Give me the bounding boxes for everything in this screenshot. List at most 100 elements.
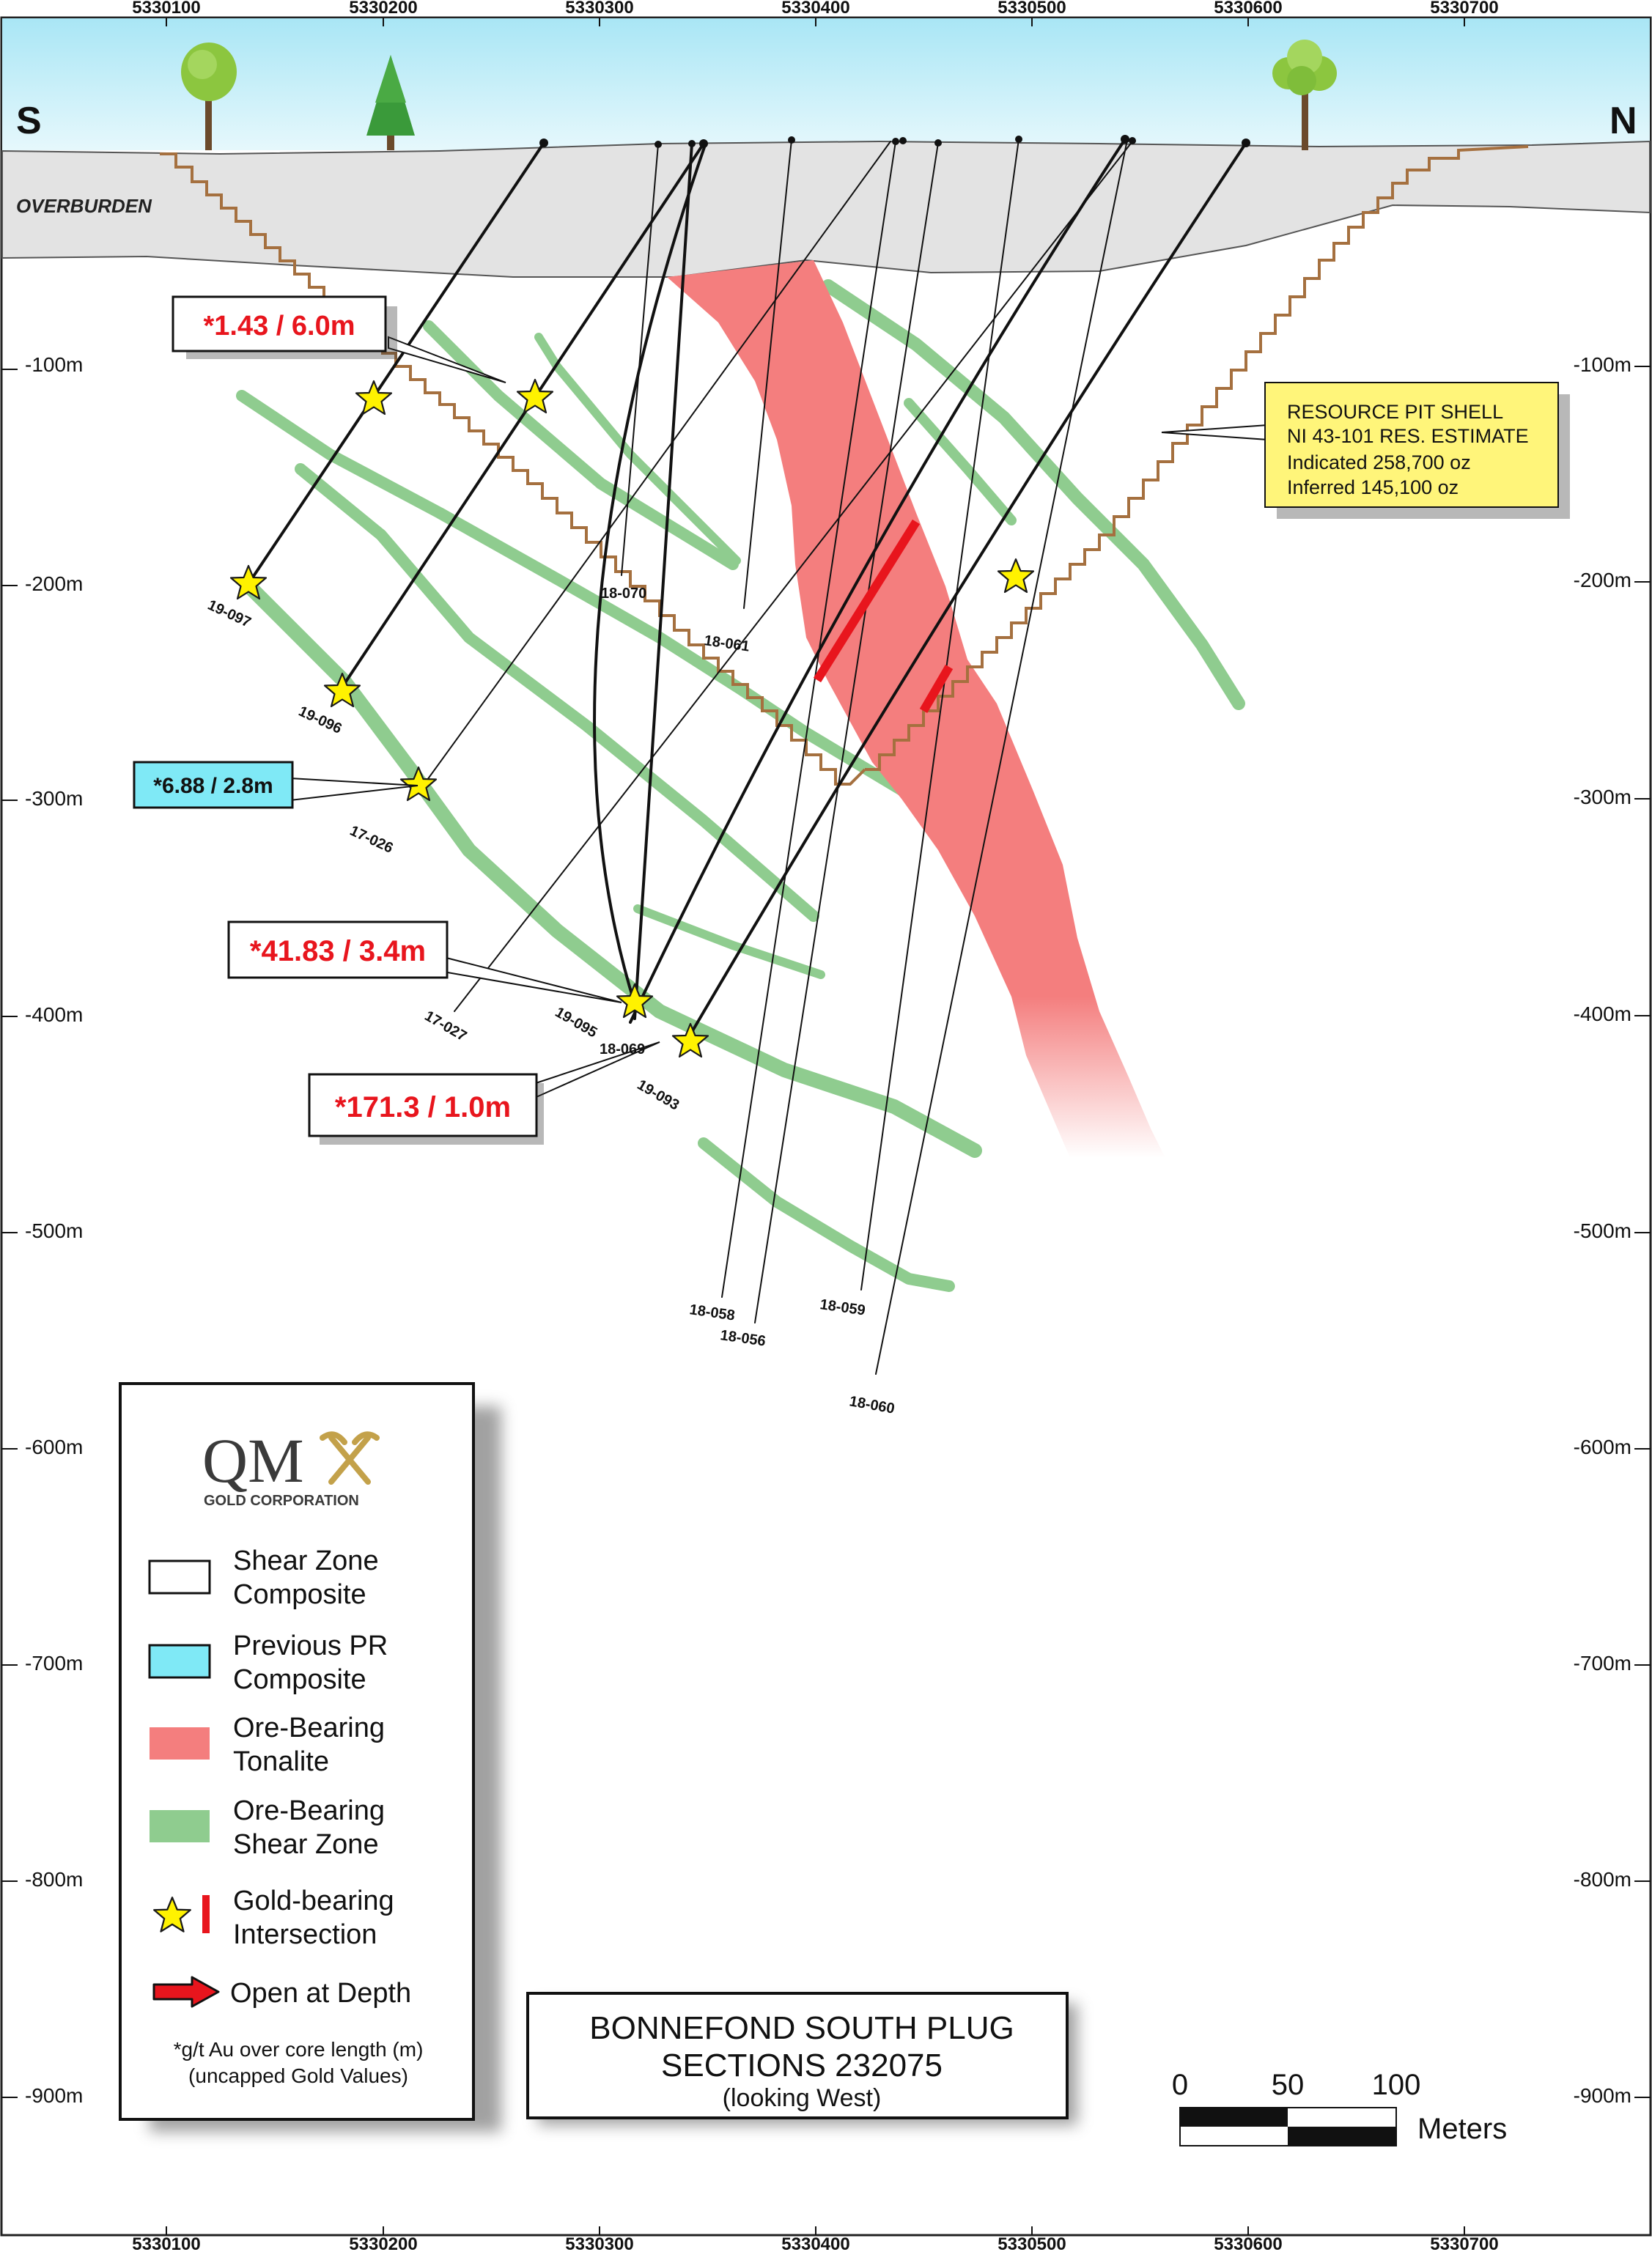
drill-hole-19-095 — [593, 144, 707, 1005]
drill-hole-18-059 — [860, 139, 1019, 1291]
drill-hole-17-027 — [454, 141, 1133, 1012]
scale-bar: 0 50 100 Meters — [1172, 2069, 1507, 2146]
depth-label: -200m — [25, 572, 83, 595]
depth-label: -700m — [25, 1652, 83, 1675]
easting-label: 5330200 — [349, 0, 417, 18]
title-line-3: (looking West) — [723, 2084, 882, 2112]
legend-label: Composite — [233, 1579, 366, 1610]
resource-line-2: NI 43-101 RES. ESTIMATE — [1287, 425, 1529, 447]
shear-zone-band — [904, 398, 1017, 525]
easting-axis-top: 5330100 5330200 5330300 5330400 5330500 … — [132, 0, 1499, 26]
drill-hole-18-056 — [754, 142, 939, 1323]
depth-label: -100m — [1574, 353, 1631, 376]
depth-label: -100m — [25, 353, 83, 376]
callout-1-text: *1.43 / 6.0m — [203, 311, 355, 342]
resource-line-4: Inferred 145,100 oz — [1287, 476, 1459, 498]
scale-unit: Meters — [1417, 2113, 1507, 2145]
shear-zone-band — [534, 333, 741, 565]
drill-hole-18-070 — [621, 144, 659, 576]
scale-label-100: 100 — [1372, 2069, 1421, 2101]
easting-label: 5330400 — [781, 0, 849, 18]
easting-label: 5330500 — [998, 0, 1066, 18]
easting-label: 5330600 — [1214, 2234, 1282, 2252]
depth-label: -600m — [25, 1436, 83, 1458]
depth-label: -200m — [1574, 569, 1631, 591]
scale-label-50: 50 — [1272, 2069, 1305, 2101]
depth-label: -900m — [1574, 2084, 1631, 2107]
depth-label: -900m — [25, 2084, 83, 2107]
drill-hole-18-061 — [743, 139, 792, 609]
overburden-label: OVERBURDEN — [16, 195, 152, 217]
legend-note: *g/t Au over core length (m) — [174, 2038, 424, 2061]
legend: QM GOLD CORPORATION Shear Zone Composite… — [119, 1382, 501, 2132]
easting-label: 5330500 — [998, 2234, 1066, 2252]
legend-label: Tonalite — [233, 1746, 329, 1777]
legend-label: Shear Zone — [233, 1829, 379, 1860]
tree-icon-north — [1272, 40, 1337, 150]
title-line-1: BONNEFOND SOUTH PLUG — [589, 2010, 1014, 2046]
easting-axis-bottom: 5330100 5330200 5330300 5330400 5330500 … — [132, 2226, 1499, 2252]
hole-label: 18-070 — [601, 586, 646, 602]
title-line-2: SECTIONS 232075 — [661, 2048, 943, 2083]
easting-label: 5330700 — [1430, 0, 1498, 18]
easting-label: 5330100 — [132, 0, 200, 18]
resource-line-1: RESOURCE PIT SHELL — [1287, 401, 1503, 423]
drill-hole-18-069 — [633, 142, 693, 1020]
legend-label: Previous PR — [233, 1631, 388, 1661]
callout-2: *6.88 / 2.8m — [133, 761, 294, 809]
legend-label: Ore-Bearing — [233, 1713, 385, 1743]
drill-hole-19-093 — [687, 141, 1247, 1038]
legend-label: Open at Depth — [230, 1978, 411, 2009]
scale-label-0: 0 — [1172, 2069, 1188, 2101]
pickaxe-logo-icon — [320, 1431, 380, 1485]
depth-label: -800m — [1574, 1868, 1631, 1891]
shear-zone-band — [698, 1137, 955, 1292]
drill-hole-18-058 — [721, 141, 896, 1298]
easting-label: 5330300 — [565, 2234, 633, 2252]
sky — [2, 18, 1650, 150]
callout-3-text: *41.83 / 3.4m — [250, 935, 426, 967]
gold-intersection-bar — [919, 664, 954, 714]
drill-hole-18-thick-a — [629, 138, 1126, 1024]
depth-label: -600m — [1574, 1436, 1631, 1458]
easting-label: 5330400 — [781, 2234, 849, 2252]
shear-zone-band — [633, 904, 825, 979]
drill-collars — [539, 135, 1250, 148]
shear-zone-band — [822, 279, 1245, 710]
depth-label: -400m — [25, 1003, 83, 1026]
depth-label: -300m — [25, 787, 83, 810]
callout-1: *1.43 / 6.0m — [172, 295, 397, 359]
easting-label: 5330700 — [1430, 2234, 1498, 2252]
legend-label: Gold-bearing — [233, 1886, 394, 1916]
north-direction-label: N — [1609, 100, 1637, 142]
legend-note: (uncapped Gold Values) — [188, 2064, 408, 2087]
south-direction-label: S — [16, 100, 42, 142]
swatch-shear-zone — [150, 1810, 210, 1842]
callout-leaders — [290, 336, 1269, 1101]
drill-holes — [248, 138, 1247, 1375]
callout-2-text: *6.88 / 2.8m — [153, 774, 273, 798]
depth-label: -400m — [1574, 1003, 1631, 1025]
legend-label: Shear Zone — [233, 1546, 379, 1576]
easting-label: 5330600 — [1214, 0, 1282, 18]
callout-4: *171.3 / 1.0m — [308, 1073, 544, 1145]
tree-icon — [181, 43, 237, 150]
depth-label: -500m — [1574, 1219, 1631, 1242]
legend-label: Ore-Bearing — [233, 1795, 385, 1826]
drill-hole-17-026 — [417, 141, 891, 794]
callout-4-text: *171.3 / 1.0m — [335, 1091, 511, 1123]
resource-line-3: Indicated 258,700 oz — [1287, 451, 1471, 473]
pine-tree-icon — [366, 55, 415, 150]
depth-label: -800m — [25, 1868, 83, 1891]
overburden-layer — [1, 140, 1651, 278]
easting-label: 5330200 — [349, 2234, 417, 2252]
callout-3: *41.83 / 3.4m — [227, 920, 449, 979]
drill-hole-19-096 — [337, 142, 705, 694]
ore-bearing-tonalite — [667, 260, 1165, 1158]
company-logo-subtitle: GOLD CORPORATION — [204, 1493, 359, 1509]
ore-bearing-shear-zones — [236, 279, 1245, 1292]
depth-axis-left: -100m -200m -300m -400m -500m -600m -700… — [1, 353, 83, 2107]
arrow-icon — [152, 1976, 220, 2008]
shear-zone-band — [242, 579, 982, 1158]
